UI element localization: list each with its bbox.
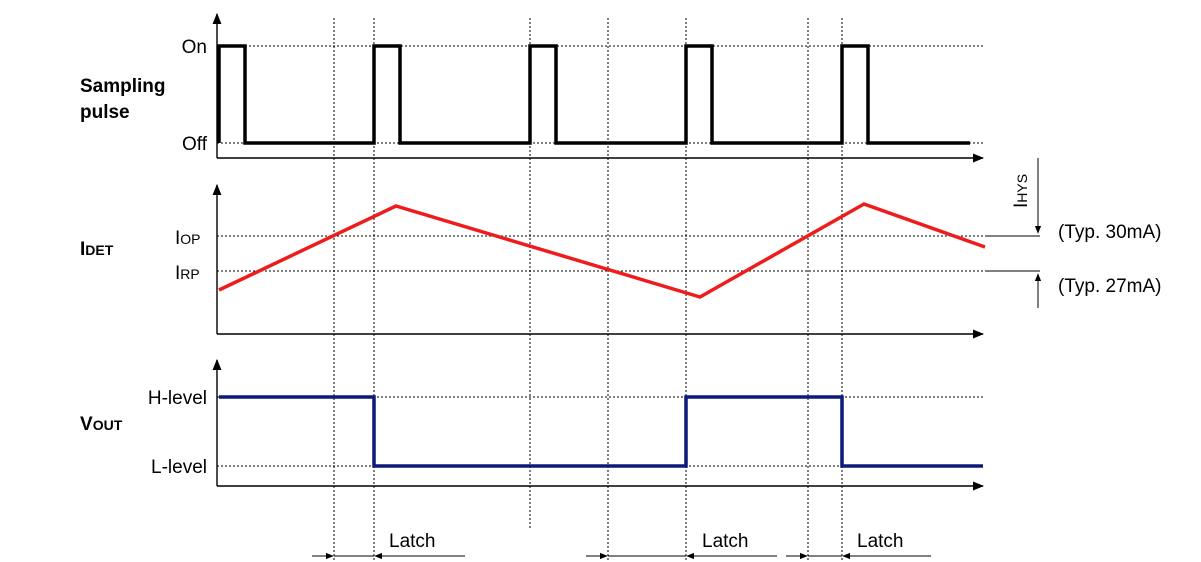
- irp-typical-value: (Typ. 27mA): [1058, 276, 1161, 297]
- latch-label: Latch: [857, 531, 903, 552]
- irp-label: IRP: [175, 263, 200, 284]
- latch-interval: Latch: [786, 531, 931, 560]
- latch-label: Latch: [702, 531, 748, 552]
- vout-output-trace: [219, 395, 983, 468]
- sampling-pulse-trace: [217, 44, 970, 145]
- vout-high-label: H-level: [148, 388, 207, 409]
- vout-signal-label: VOUT: [80, 414, 123, 435]
- latch-label: Latch: [389, 531, 435, 552]
- idet-panel: IOP IRP IDET: [80, 183, 1040, 339]
- sampling-off-label: Off: [182, 134, 208, 155]
- idet-signal-label: IDET: [80, 239, 114, 260]
- ihys-label: IHYS: [1011, 174, 1032, 208]
- vout-panel: H-level L-level VOUT: [80, 358, 985, 491]
- latch-interval: Latch: [312, 531, 465, 560]
- sampling-signal-label-line1: Sampling: [80, 76, 166, 97]
- sampling-panel: On Off Sampling pulse: [80, 12, 985, 163]
- iop-label: IOP: [175, 228, 201, 249]
- idet-current-trace: [218, 202, 986, 299]
- latch-intervals: Latch Latch Latch: [312, 531, 931, 560]
- time-guides: [333, 18, 843, 562]
- sampling-on-label: On: [182, 37, 207, 58]
- hysteresis-annotation: IHYS (Typ. 30mA) (Typ. 27mA): [1011, 158, 1161, 308]
- latch-interval: Latch: [586, 531, 777, 560]
- sampling-signal-label-line2: pulse: [80, 102, 130, 123]
- vout-low-label: L-level: [151, 457, 207, 478]
- iop-typical-value: (Typ. 30mA): [1058, 222, 1161, 243]
